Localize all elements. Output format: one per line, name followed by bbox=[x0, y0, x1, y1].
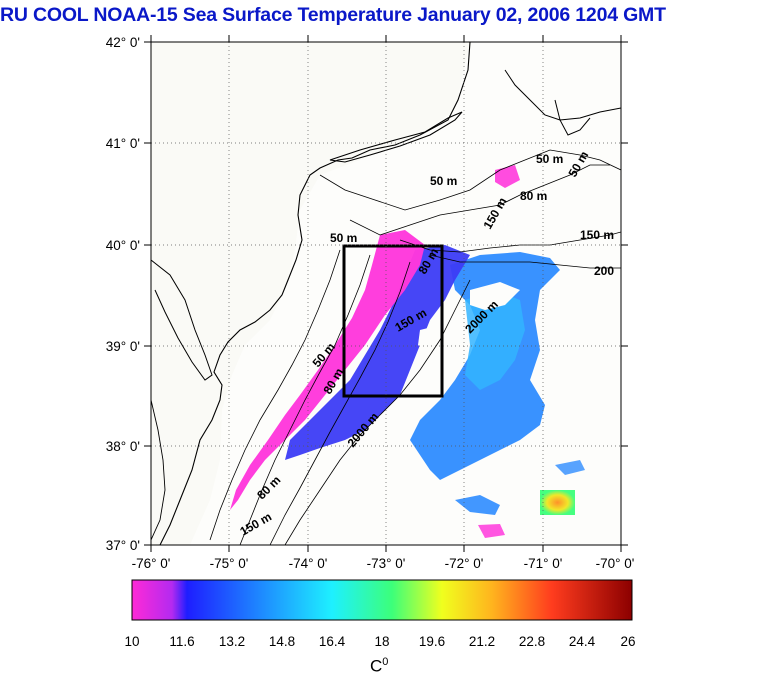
colorbar-unit: C0 bbox=[370, 656, 388, 677]
contour-80m bbox=[349, 164, 610, 236]
colorbar-tick: 21.2 bbox=[469, 634, 495, 649]
colorbar-tick: 13.2 bbox=[219, 634, 245, 649]
lat-label: 42° 0' bbox=[106, 35, 140, 50]
coastline bbox=[159, 42, 471, 545]
lon-label: -70° 0' bbox=[596, 556, 635, 571]
contour-200m bbox=[429, 254, 621, 269]
colorbar-unit-sup: 0 bbox=[382, 656, 389, 668]
lon-label: -73° 0' bbox=[367, 556, 406, 571]
sst-warm-spot bbox=[540, 490, 575, 515]
latitude-labels: 42° 0' 41° 0' 40° 0' 39° 0' 38° 0' 37° 0… bbox=[106, 35, 140, 553]
new-england-coast bbox=[504, 69, 621, 121]
contour-label: 50 m bbox=[330, 231, 357, 245]
lat-label: 41° 0' bbox=[106, 136, 140, 151]
delaware-bay-coast bbox=[151, 259, 213, 381]
sst-shelf-water bbox=[285, 245, 470, 460]
contour-label: 80 m bbox=[520, 189, 547, 203]
colorbar-tick: 19.6 bbox=[419, 634, 445, 649]
lon-label: -72° 0' bbox=[445, 556, 484, 571]
cloud-gap-2 bbox=[418, 325, 445, 355]
sst-offshore-patch bbox=[455, 495, 500, 515]
lon-label: -75° 0' bbox=[210, 556, 249, 571]
sst-offshore-patch-2 bbox=[478, 524, 505, 538]
colorbar-unit-text: C bbox=[370, 656, 383, 676]
chesapeake-coast bbox=[151, 399, 166, 541]
land-area bbox=[151, 42, 470, 545]
colorbar-tick: 18 bbox=[374, 634, 389, 649]
colorbar-tick: 24.4 bbox=[569, 634, 596, 649]
contour-50m bbox=[319, 149, 621, 211]
study-region-box bbox=[342, 244, 444, 398]
sst-offshore-patch-3 bbox=[555, 460, 585, 475]
contour-shelf-50m bbox=[209, 249, 341, 541]
contour-label: 150 m bbox=[580, 228, 614, 242]
contour-label: 200 bbox=[594, 264, 614, 278]
sst-slope-water-light bbox=[465, 290, 525, 390]
bathymetry-contours bbox=[209, 149, 621, 545]
lat-label: 37° 0' bbox=[106, 538, 140, 553]
colorbar-tick: 22.8 bbox=[519, 634, 545, 649]
colorbar-tick-labels: 10 11.6 13.2 14.8 16.4 18 19.6 21.2 22.8… bbox=[124, 634, 635, 649]
colorbar-tick: 14.8 bbox=[269, 634, 295, 649]
contour-shelf-150m bbox=[269, 261, 411, 545]
axis-ticks bbox=[144, 35, 628, 552]
cape-cod-coast bbox=[554, 99, 591, 136]
colorbar-tick: 10 bbox=[124, 634, 139, 649]
lat-label: 39° 0' bbox=[106, 339, 140, 354]
colorbar-tick: 26 bbox=[620, 634, 635, 649]
sst-cold-patch bbox=[495, 165, 520, 188]
contour-label: 50 m bbox=[430, 174, 457, 188]
cloud-gap bbox=[470, 282, 520, 310]
colorbar bbox=[131, 579, 633, 621]
contour-shelf-80m bbox=[239, 254, 371, 545]
colorbar-tick: 11.6 bbox=[169, 634, 194, 649]
lat-label: 38° 0' bbox=[106, 439, 140, 454]
lon-label: -71° 0' bbox=[524, 556, 563, 571]
long-island-coast bbox=[329, 111, 463, 163]
longitude-labels: -76° 0' -75° 0' -74° 0' -73° 0' -72° 0' … bbox=[132, 556, 635, 571]
lon-label: -76° 0' bbox=[132, 556, 171, 571]
colorbar-tick: 16.4 bbox=[319, 634, 346, 649]
map-title: RU COOL NOAA-15 Sea Surface Temperature … bbox=[0, 4, 666, 26]
sst-cold-band bbox=[230, 230, 425, 510]
lon-label: -74° 0' bbox=[289, 556, 328, 571]
lat-label: 40° 0' bbox=[106, 238, 140, 253]
contour-label: 50 m bbox=[536, 152, 563, 166]
contour-shelf-2000m bbox=[284, 279, 471, 545]
